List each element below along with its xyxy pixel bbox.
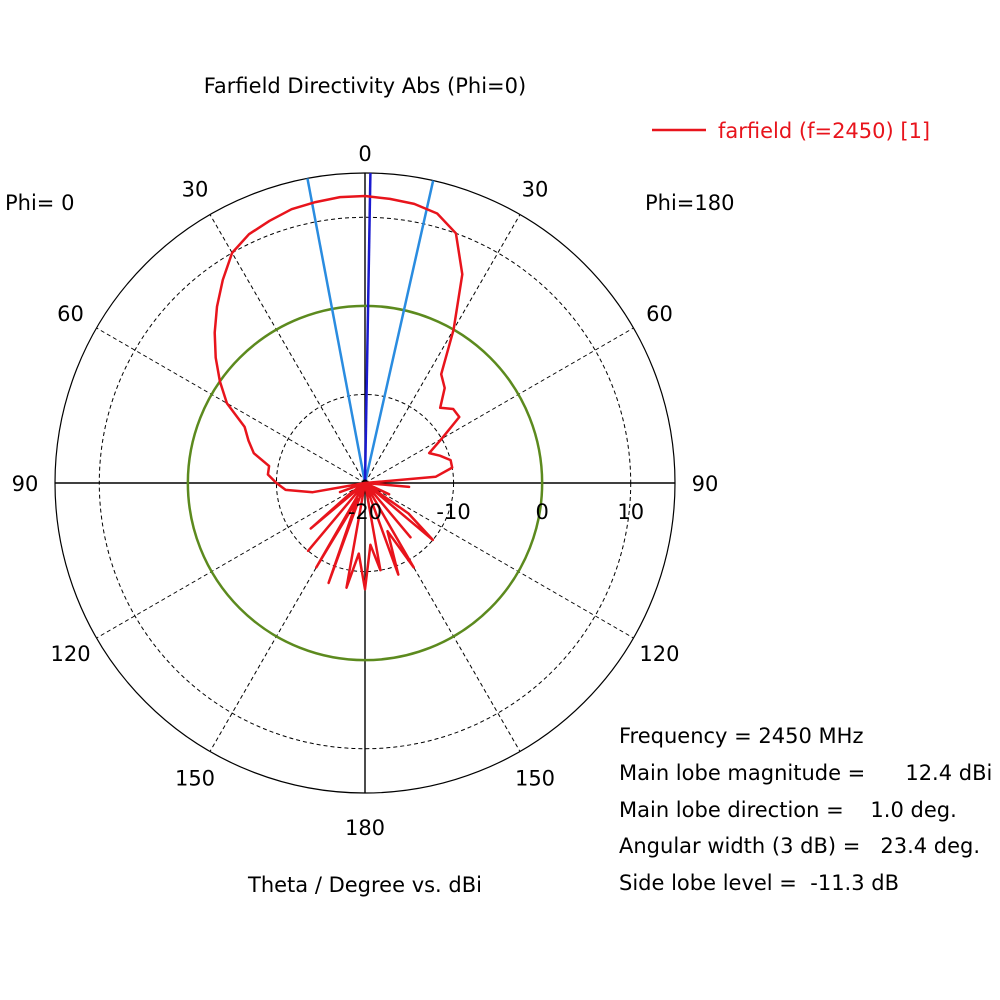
theta-tick-label-left: 90 bbox=[12, 472, 39, 496]
radial-tick-label: 10 bbox=[617, 500, 644, 524]
info-panel: Frequency = 2450 MHz Main lobe magnitude… bbox=[619, 724, 992, 895]
legend-entry: farfield (f=2450) [1] bbox=[718, 119, 930, 143]
angular-grid-spoke bbox=[96, 482, 366, 639]
theta-tick-label-bottom: 180 bbox=[345, 816, 385, 840]
beamwidth-3db-line bbox=[306, 178, 367, 484]
angular-grid-spoke bbox=[96, 327, 366, 484]
series-layer bbox=[213, 194, 464, 591]
phi-right-label: Phi=180 bbox=[645, 191, 735, 215]
theta-tick-label-left: 120 bbox=[51, 642, 91, 666]
chart-title: Farfield Directivity Abs (Phi=0) bbox=[204, 74, 526, 98]
phi-left-label: Phi= 0 bbox=[5, 191, 74, 215]
legend: farfield (f=2450) [1] bbox=[652, 119, 930, 143]
x-axis-label: Theta / Degree vs. dBi bbox=[247, 873, 482, 897]
theta-tick-label-left: 150 bbox=[175, 766, 215, 790]
info-main-lobe-direction: Main lobe direction = 1.0 deg. bbox=[619, 798, 957, 822]
theta-tick-label-top: 0 bbox=[358, 142, 371, 166]
angular-grid-spoke bbox=[364, 327, 634, 484]
info-angular-width: Angular width (3 dB) = 23.4 deg. bbox=[619, 834, 980, 858]
radial-tick-label: 0 bbox=[535, 500, 548, 524]
info-side-lobe-level: Side lobe level = -11.3 dB bbox=[619, 871, 899, 895]
reference-circle bbox=[186, 304, 544, 662]
info-main-lobe-magnitude: Main lobe magnitude = 12.4 dBi bbox=[619, 761, 992, 785]
theta-tick-label-left: 30 bbox=[182, 178, 209, 202]
main-lobe-direction-line bbox=[363, 173, 372, 484]
beamwidth-3db-line bbox=[363, 180, 435, 484]
theta-tick-label-left: 60 bbox=[57, 302, 84, 326]
angular-grid-spoke bbox=[364, 214, 521, 484]
theta-tick-label-right: 90 bbox=[692, 472, 719, 496]
theta-tick-labels: 0 180 30 30 60 60 90 90 120 120 150 150 bbox=[12, 142, 719, 840]
radial-tick-label: -10 bbox=[436, 500, 470, 524]
radial-tick-labels: -20 -10 0 10 bbox=[348, 500, 644, 524]
theta-tick-label-right: 60 bbox=[646, 302, 673, 326]
theta-tick-label-right: 150 bbox=[515, 766, 555, 790]
beamwidth-lines-layer bbox=[306, 173, 435, 487]
theta-tick-label-right: 30 bbox=[522, 178, 549, 202]
series-line-farfield bbox=[213, 194, 464, 591]
angular-grid-spoke bbox=[364, 482, 634, 639]
radial-tick-label: -20 bbox=[348, 500, 382, 524]
theta-tick-label-right: 120 bbox=[639, 642, 679, 666]
info-frequency: Frequency = 2450 MHz bbox=[619, 724, 863, 748]
reference-circle-layer bbox=[186, 304, 544, 662]
angular-grid-spoke bbox=[209, 214, 366, 484]
